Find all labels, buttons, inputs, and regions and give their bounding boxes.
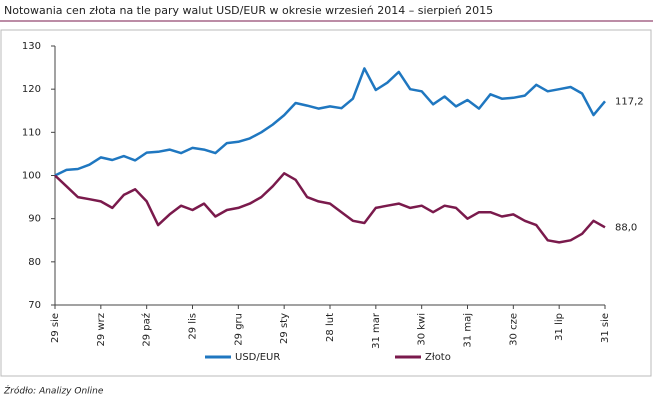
x-tick-label: 29 wrz (96, 313, 107, 346)
chart-frame (0, 29, 652, 377)
x-tick-label: 29 gru (233, 313, 244, 346)
x-tick-label: 29 sie (50, 313, 61, 343)
x-tick-label: 29 lis (188, 313, 199, 340)
y-tick-label: 130 (22, 41, 41, 52)
x-tick-label: 28 lut (325, 313, 336, 342)
x-tick-label: 31 lip (554, 313, 565, 341)
legend-label: USD/EUR (235, 352, 280, 363)
y-tick-label: 120 (22, 84, 41, 95)
x-tick-label: 31 mar (371, 312, 382, 349)
chart-title: Notowania cen złota na tle pary walut US… (4, 4, 493, 17)
y-tick-label: 70 (28, 300, 41, 311)
y-tick-label: 100 (22, 171, 41, 182)
series-line (54, 67, 606, 177)
y-tick-label: 110 (22, 127, 41, 138)
source: Źródło: Analizy Online (3, 385, 104, 397)
x-tick-label: 31 maj (463, 313, 474, 348)
series-line (54, 172, 606, 244)
legend-label: Złoto (425, 352, 451, 363)
x-tick-label: 29 sty (279, 313, 290, 344)
x-tick-label: 30 kwi (417, 313, 428, 346)
x-tick-label: 31 sie (600, 313, 611, 343)
y-tick-label: 80 (28, 257, 41, 268)
x-tick-label: 30 cze (508, 313, 519, 346)
value-label: 88,0 (615, 222, 637, 233)
y-tick-label: 90 (28, 214, 41, 225)
x-tick-label: 29 paź (141, 313, 153, 347)
value-label: 117,2 (615, 96, 644, 107)
